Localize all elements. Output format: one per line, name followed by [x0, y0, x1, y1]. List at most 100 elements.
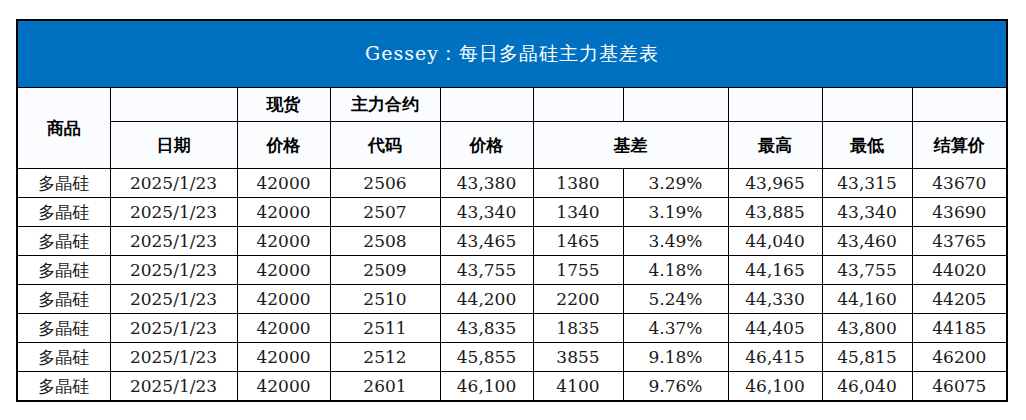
- table-row: 多晶硅 2025/1/23 42000 2510 44,200 2200 5.2…: [17, 285, 1007, 314]
- cell-product: 多晶硅: [17, 256, 110, 285]
- cell-settle: 46200: [912, 343, 1007, 372]
- header-low: 最低: [822, 122, 912, 169]
- cell-date: 2025/1/23: [110, 227, 237, 256]
- cell-spot-price: 42000: [237, 227, 330, 256]
- cell-basis-pct: 9.76%: [623, 372, 728, 402]
- header-row-groups: 商品 现货 主力合约: [17, 88, 1007, 122]
- table-row: 多晶硅 2025/1/23 42000 2601 46,100 4100 9.7…: [17, 372, 1007, 402]
- cell-date: 2025/1/23: [110, 256, 237, 285]
- cell-main-price: 45,855: [440, 343, 533, 372]
- table-row: 多晶硅 2025/1/23 42000 2508 43,465 1465 3.4…: [17, 227, 1007, 256]
- cell-product: 多晶硅: [17, 314, 110, 343]
- cell-settle: 44020: [912, 256, 1007, 285]
- cell-basis: 1340: [533, 198, 623, 227]
- cell-low: 43,460: [822, 227, 912, 256]
- header-main-price: 价格: [440, 122, 533, 169]
- spreadsheet-page: Gessey：每日多晶硅主力基差表 商品 现货 主力合约 日期 价格 代码 价格…: [0, 0, 1026, 420]
- cell-main-price: 46,100: [440, 372, 533, 402]
- cell-date: 2025/1/23: [110, 198, 237, 227]
- cell-low: 43,315: [822, 169, 912, 198]
- cell-spot-price: 42000: [237, 198, 330, 227]
- cell-basis: 1835: [533, 314, 623, 343]
- cell-product: 多晶硅: [17, 227, 110, 256]
- cell-date: 2025/1/23: [110, 343, 237, 372]
- cell-high: 44,165: [728, 256, 822, 285]
- cell-main-price: 43,835: [440, 314, 533, 343]
- table-row: 多晶硅 2025/1/23 42000 2506 43,380 1380 3.2…: [17, 169, 1007, 198]
- cell-code: 2507: [330, 198, 440, 227]
- cell-basis: 2200: [533, 285, 623, 314]
- cell-main-price: 43,380: [440, 169, 533, 198]
- cell-basis-pct: 4.18%: [623, 256, 728, 285]
- cell-code: 2506: [330, 169, 440, 198]
- cell-code: 2508: [330, 227, 440, 256]
- cell-product: 多晶硅: [17, 198, 110, 227]
- cell-spot-price: 42000: [237, 372, 330, 402]
- cell-settle: 46075: [912, 372, 1007, 402]
- cell-main-price: 44,200: [440, 285, 533, 314]
- cell-spot-price: 42000: [237, 256, 330, 285]
- header-band-cell: [912, 88, 1007, 122]
- header-band-cell: [822, 88, 912, 122]
- cell-spot-price: 42000: [237, 285, 330, 314]
- cell-code: 2509: [330, 256, 440, 285]
- cell-code: 2511: [330, 314, 440, 343]
- cell-high: 44,040: [728, 227, 822, 256]
- cell-high: 46,100: [728, 372, 822, 402]
- cell-settle: 44185: [912, 314, 1007, 343]
- cell-product: 多晶硅: [17, 343, 110, 372]
- header-spot-price: 价格: [237, 122, 330, 169]
- cell-high: 44,405: [728, 314, 822, 343]
- table-row: 多晶硅 2025/1/23 42000 2507 43,340 1340 3.1…: [17, 198, 1007, 227]
- cell-main-price: 43,465: [440, 227, 533, 256]
- cell-product: 多晶硅: [17, 285, 110, 314]
- table-title-row: Gessey：每日多晶硅主力基差表: [17, 20, 1007, 88]
- header-code: 代码: [330, 122, 440, 169]
- cell-basis: 1465: [533, 227, 623, 256]
- cell-basis-pct: 9.18%: [623, 343, 728, 372]
- cell-high: 43,885: [728, 198, 822, 227]
- cell-basis: 4100: [533, 372, 623, 402]
- cell-basis-pct: 4.37%: [623, 314, 728, 343]
- table-body: 多晶硅 2025/1/23 42000 2506 43,380 1380 3.2…: [17, 169, 1007, 402]
- header-settle: 结算价: [912, 122, 1007, 169]
- cell-main-price: 43,755: [440, 256, 533, 285]
- table-row: 多晶硅 2025/1/23 42000 2511 43,835 1835 4.3…: [17, 314, 1007, 343]
- cell-main-price: 43,340: [440, 198, 533, 227]
- header-basis: 基差: [533, 122, 728, 169]
- cell-low: 44,160: [822, 285, 912, 314]
- cell-low: 43,340: [822, 198, 912, 227]
- cell-low: 43,800: [822, 314, 912, 343]
- cell-basis-pct: 5.24%: [623, 285, 728, 314]
- cell-code: 2601: [330, 372, 440, 402]
- cell-code: 2510: [330, 285, 440, 314]
- header-high: 最高: [728, 122, 822, 169]
- cell-settle: 43765: [912, 227, 1007, 256]
- cell-low: 45,815: [822, 343, 912, 372]
- header-row-fields: 日期 价格 代码 价格 基差 最高 最低 结算价: [17, 122, 1007, 169]
- cell-high: 44,330: [728, 285, 822, 314]
- cell-date: 2025/1/23: [110, 372, 237, 402]
- cell-date: 2025/1/23: [110, 169, 237, 198]
- header-product: 商品: [17, 88, 110, 169]
- cell-basis: 1380: [533, 169, 623, 198]
- header-band-cell: [623, 88, 728, 122]
- cell-basis-pct: 3.49%: [623, 227, 728, 256]
- cell-settle: 43690: [912, 198, 1007, 227]
- header-band-cell: [728, 88, 822, 122]
- header-band-cell: [533, 88, 623, 122]
- cell-settle: 44205: [912, 285, 1007, 314]
- cell-high: 46,415: [728, 343, 822, 372]
- cell-basis: 3855: [533, 343, 623, 372]
- cell-basis: 1755: [533, 256, 623, 285]
- basis-table: Gessey：每日多晶硅主力基差表 商品 现货 主力合约 日期 价格 代码 价格…: [16, 19, 1008, 402]
- header-date: 日期: [110, 122, 237, 169]
- cell-low: 43,755: [822, 256, 912, 285]
- cell-settle: 43670: [912, 169, 1007, 198]
- cell-basis-pct: 3.29%: [623, 169, 728, 198]
- header-band-cell: [440, 88, 533, 122]
- table-row: 多晶硅 2025/1/23 42000 2512 45,855 3855 9.1…: [17, 343, 1007, 372]
- cell-spot-price: 42000: [237, 169, 330, 198]
- header-main-contract-group: 主力合约: [330, 88, 440, 122]
- cell-spot-price: 42000: [237, 343, 330, 372]
